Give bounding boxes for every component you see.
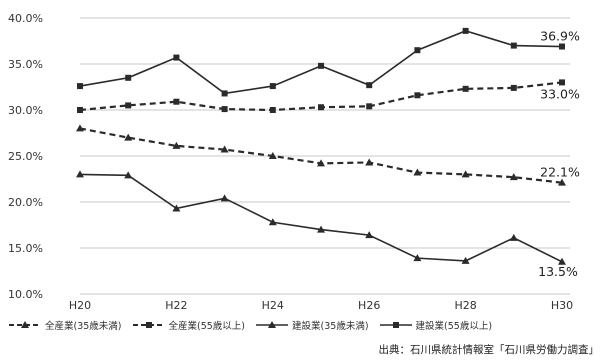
data-point (125, 102, 132, 109)
legend-swatch (9, 321, 41, 328)
data-point (462, 85, 469, 92)
legend-item: 建設業(35歳未満) (255, 318, 369, 332)
data-point (172, 204, 181, 212)
data-point (461, 256, 470, 264)
y-tick-label: 15.0% (8, 242, 43, 255)
data-point (269, 107, 276, 113)
x-tick-label: H30 (551, 299, 573, 312)
y-tick-label: 25.0% (8, 150, 43, 163)
y-tick-label: 10.0% (8, 288, 43, 301)
data-point (509, 233, 518, 241)
data-point (76, 170, 84, 178)
x-tick-label: H26 (358, 299, 380, 312)
data-point (559, 43, 565, 50)
data-point (173, 98, 180, 105)
data-point (414, 47, 421, 54)
data-point (269, 83, 276, 90)
series-line (79, 30, 563, 95)
data-point (510, 42, 517, 49)
y-tick-label: 30.0% (8, 104, 43, 117)
legend-label: 建設業(35歳未満) (292, 321, 369, 332)
series-line (79, 173, 563, 263)
y-tick-label: 20.0% (8, 196, 43, 209)
legend-swatch (256, 321, 289, 328)
data-point (173, 54, 180, 61)
data-point (365, 158, 374, 166)
x-tick-label: H22 (165, 299, 187, 312)
data-point (268, 152, 277, 159)
legend-label: 建設業(55歳以上) (415, 321, 493, 332)
data-point (317, 225, 325, 233)
data-point (124, 171, 133, 179)
legend-label: 全産業(55歳以上) (168, 321, 246, 332)
data-label: 22.1% (540, 165, 580, 180)
data-label: 33.0% (540, 86, 580, 101)
data-point (366, 103, 373, 110)
line-chart: 40.0% 35.0% 30.0% 25.0% 20.0% 15.0% 10.0% H20 H2… (8, 12, 580, 312)
data-point (317, 159, 325, 167)
data-point (558, 178, 566, 186)
data-point (221, 106, 228, 113)
data-label: 36.9% (540, 29, 580, 44)
data-point (559, 79, 565, 86)
data-point (125, 74, 132, 81)
data-point (413, 254, 422, 262)
data-point (220, 194, 229, 202)
data-point (268, 218, 277, 226)
legend-item: 全産業(55歳以上) (132, 318, 246, 332)
y-tick-label: 35.0% (8, 58, 43, 71)
legend-swatch (132, 322, 165, 328)
legend: 全産業(35歳未満) 全産業(55歳以上) 建設業(35歳未満) 建設業(55歳以上) (8, 316, 604, 334)
data-point (509, 173, 518, 181)
source-note: 出典：石川県統計情報室「石川県労働力調査」 (378, 344, 600, 356)
x-tick-label: H28 (454, 299, 476, 312)
legend-swatch (379, 322, 412, 328)
data-point (77, 83, 83, 90)
data-point (124, 133, 133, 141)
data-point (558, 257, 566, 265)
data-point (318, 62, 324, 69)
data-point (462, 27, 469, 34)
data-point (413, 168, 422, 176)
legend-label: 全産業(35歳未満) (45, 321, 122, 332)
data-point (172, 141, 181, 149)
x-tick-label: H24 (262, 299, 284, 312)
data-point (76, 124, 84, 132)
y-tick-label: 40.0% (8, 12, 43, 25)
data-point (221, 90, 228, 97)
data-point (366, 82, 373, 89)
x-tick-label: H20 (69, 299, 91, 312)
data-point (414, 92, 421, 99)
data-point (318, 104, 324, 111)
data-point (365, 231, 374, 239)
legend-item: 全産業(35歳未満) (8, 318, 122, 332)
legend-item: 建設業(55歳以上) (379, 318, 493, 332)
data-point (77, 107, 83, 113)
data-point (461, 170, 470, 178)
data-point (510, 84, 517, 91)
data-point (220, 145, 229, 153)
data-label: 13.5% (538, 264, 578, 279)
